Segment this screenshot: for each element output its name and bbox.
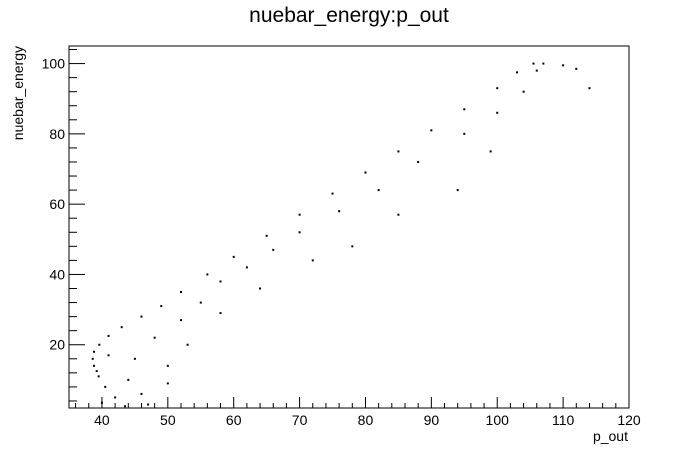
data-point <box>114 396 117 399</box>
data-point <box>542 62 545 65</box>
data-point <box>522 90 525 93</box>
data-point <box>124 405 126 408</box>
x-tick-label: 110 <box>552 412 575 428</box>
data-point <box>153 336 156 339</box>
y-tick-label: 40 <box>49 266 65 282</box>
data-point <box>489 150 492 153</box>
data-point <box>575 67 578 70</box>
data-point <box>186 343 189 346</box>
x-tick-label: 50 <box>160 412 176 428</box>
data-point <box>417 160 420 163</box>
axis-ticks: 40 50 60 70 80 90 100 110 120 20 40 60 80 100 <box>42 49 641 428</box>
data-point <box>562 64 565 67</box>
data-point <box>93 350 96 353</box>
data-point <box>377 189 380 192</box>
data-point <box>351 245 354 248</box>
data-point <box>535 69 538 72</box>
data-point <box>265 234 268 237</box>
data-point <box>127 378 130 381</box>
data-point <box>397 213 400 216</box>
x-tick-label: 60 <box>226 412 242 428</box>
data-point <box>140 392 143 395</box>
data-point <box>160 305 163 308</box>
y-axis-title: nuebar_energy <box>10 46 26 140</box>
data-point <box>98 343 101 346</box>
data-point <box>107 354 110 357</box>
data-point <box>338 210 341 213</box>
plot-frame <box>68 45 630 409</box>
x-tick-label: 80 <box>358 412 374 428</box>
data-point <box>147 403 150 406</box>
data-point <box>430 129 433 132</box>
data-point <box>245 266 248 269</box>
data-point <box>298 213 301 216</box>
x-tick-label: 70 <box>292 412 308 428</box>
x-tick-label: 90 <box>424 412 440 428</box>
data-point <box>95 370 98 373</box>
data-points <box>91 62 591 408</box>
data-point <box>272 248 275 251</box>
data-point <box>100 401 103 404</box>
data-point <box>232 255 235 258</box>
data-point <box>259 287 262 290</box>
y-tick-label: 20 <box>49 337 65 353</box>
data-point <box>331 192 334 195</box>
data-point <box>588 87 591 90</box>
data-point <box>516 71 518 74</box>
data-point <box>166 382 169 385</box>
data-point <box>456 189 459 192</box>
x-tick-label: 40 <box>94 412 110 428</box>
data-point <box>532 62 535 65</box>
data-point <box>397 150 400 153</box>
data-point <box>140 315 143 318</box>
data-point <box>219 312 222 315</box>
data-point <box>206 273 209 276</box>
data-point <box>133 357 136 360</box>
data-point <box>97 375 100 378</box>
data-point <box>496 111 499 114</box>
data-point <box>463 132 466 135</box>
data-point <box>298 231 301 234</box>
y-tick-label: 100 <box>42 56 66 72</box>
data-point <box>496 87 499 90</box>
data-point <box>311 259 314 262</box>
data-point <box>107 334 110 337</box>
y-tick-label: 80 <box>49 126 65 142</box>
data-point <box>93 364 96 367</box>
data-point <box>120 326 123 329</box>
y-tick-label: 60 <box>49 196 65 212</box>
data-point <box>180 291 182 294</box>
data-point <box>364 171 367 174</box>
data-point <box>199 301 202 304</box>
x-axis-title: p_out <box>593 428 628 444</box>
data-point <box>219 280 222 283</box>
x-tick-label: 120 <box>617 412 641 428</box>
data-point <box>180 319 182 322</box>
data-point <box>91 357 94 360</box>
data-point <box>166 364 169 367</box>
x-tick-label: 100 <box>486 412 510 428</box>
data-point <box>104 385 107 388</box>
data-point <box>463 108 466 111</box>
chart-title: nuebar_energy:p_out <box>249 4 449 27</box>
